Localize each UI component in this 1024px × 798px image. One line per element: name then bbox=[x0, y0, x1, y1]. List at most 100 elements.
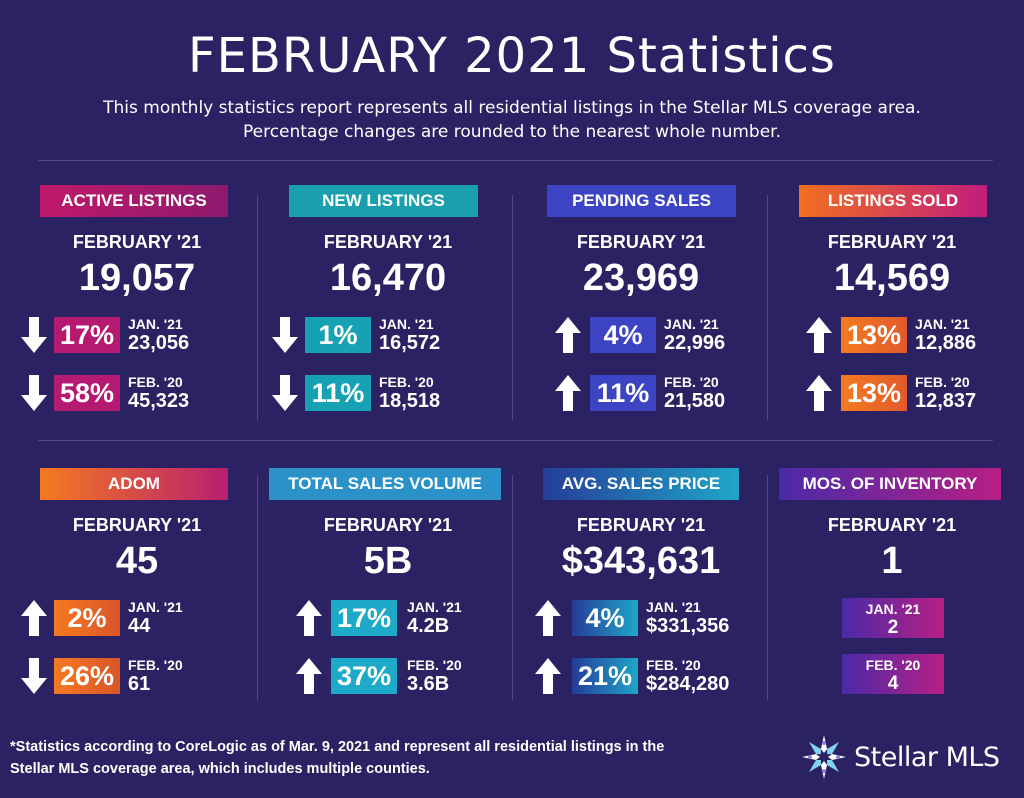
compare-period: FEB. '20 bbox=[915, 374, 970, 390]
main-value: 16,470 bbox=[329, 257, 447, 299]
main-value: 45 bbox=[115, 540, 159, 582]
card-listings-sold: LISTINGS SOLD FEBRUARY '21 14,569 13% JA… bbox=[767, 185, 1017, 435]
card-label: ADOM bbox=[40, 468, 228, 500]
divider-v6 bbox=[767, 475, 768, 700]
pct-badge: 21% bbox=[572, 658, 638, 694]
arrow-down-icon bbox=[21, 317, 47, 353]
comparison-row-feb: 11% FEB. '20 18,518 bbox=[263, 373, 513, 413]
card-label: NEW LISTINGS bbox=[289, 185, 478, 217]
main-value: 19,057 bbox=[78, 257, 196, 299]
arrow-down-icon bbox=[21, 658, 47, 694]
compare-value: 4.2B bbox=[407, 615, 450, 637]
compare-period: JAN. '21 bbox=[646, 599, 701, 615]
arrow-down-icon bbox=[21, 375, 47, 411]
compare-period: FEB. '20 bbox=[865, 657, 921, 673]
divider-v4 bbox=[257, 475, 258, 700]
card-adom: ADOM FEBRUARY '21 45 2% JAN. '21 44 26% … bbox=[12, 468, 262, 718]
divider-middle bbox=[38, 440, 993, 441]
logo-text: Stellar MLS bbox=[854, 742, 1000, 773]
comparison-row-feb: 13% FEB. '20 12,837 bbox=[767, 373, 1017, 413]
pct-badge: 17% bbox=[331, 600, 397, 636]
comparison-row-jan: 1% JAN. '21 16,572 bbox=[263, 315, 513, 355]
comparison-row-feb: 21% FEB. '20 $284,280 bbox=[516, 656, 766, 696]
arrow-up-icon bbox=[806, 375, 832, 411]
compare-period: FEB. '20 bbox=[379, 374, 434, 390]
main-value: 23,969 bbox=[582, 257, 700, 299]
comparison-row-jan: 4% JAN. '21 22,996 bbox=[516, 315, 766, 355]
compare-period: JAN. '21 bbox=[915, 316, 970, 332]
period-label: FEBRUARY '21 bbox=[576, 515, 706, 535]
pct-badge: 2% bbox=[54, 600, 120, 636]
compare-period: FEB. '20 bbox=[646, 657, 701, 673]
card-months-of-inventory: MOS. OF INVENTORY FEBRUARY '21 1 JAN. '2… bbox=[767, 468, 1017, 718]
pct-badge: 58% bbox=[54, 375, 120, 411]
comparison-row-feb: 26% FEB. '20 61 bbox=[12, 656, 262, 696]
pct-badge: 17% bbox=[54, 317, 120, 353]
pct-badge: 4% bbox=[572, 600, 638, 636]
card-total-sales-volume: TOTAL SALES VOLUME FEBRUARY '21 5B 17% J… bbox=[263, 468, 513, 718]
subtitle-line-1: This monthly statistics report represent… bbox=[103, 98, 921, 118]
divider-top bbox=[38, 160, 993, 161]
comparison-row-feb: 37% FEB. '20 3.6B bbox=[263, 656, 513, 696]
card-pending-sales: PENDING SALES FEBRUARY '21 23,969 4% JAN… bbox=[516, 185, 766, 435]
pct-badge: 37% bbox=[331, 658, 397, 694]
comparison-row-feb: 58% FEB. '20 45,323 bbox=[12, 373, 262, 413]
compare-value: 22,996 bbox=[664, 332, 726, 354]
pct-badge: 11% bbox=[590, 375, 656, 411]
compare-value: 18,518 bbox=[379, 390, 441, 412]
comparison-row-jan: 17% JAN. '21 4.2B bbox=[263, 598, 513, 638]
card-active-listings: ACTIVE LISTINGS FEBRUARY '21 19,057 17% … bbox=[12, 185, 262, 435]
subtitle-line-2: Percentage changes are rounded to the ne… bbox=[242, 122, 782, 142]
stellar-mls-logo: Stellar MLS bbox=[798, 732, 1000, 782]
compare-value: 2 bbox=[887, 617, 899, 638]
comparison-row-feb: 11% FEB. '20 21,580 bbox=[516, 373, 766, 413]
comparison-row-jan: 17% JAN. '21 23,056 bbox=[12, 315, 262, 355]
arrow-up-icon bbox=[535, 658, 561, 694]
comparison-row-jan: 2% JAN. '21 44 bbox=[12, 598, 262, 638]
arrow-up-icon bbox=[555, 375, 581, 411]
compare-period: JAN. '21 bbox=[128, 599, 183, 615]
compare-period: FEB. '20 bbox=[128, 657, 183, 673]
page-subtitle: This monthly statistics report represent… bbox=[0, 96, 1024, 144]
card-new-listings: NEW LISTINGS FEBRUARY '21 16,470 1% JAN.… bbox=[263, 185, 513, 435]
pct-badge: 13% bbox=[841, 317, 907, 353]
compare-value: 45,323 bbox=[128, 390, 190, 412]
comparison-row-jan: 4% JAN. '21 $331,356 bbox=[516, 598, 766, 638]
divider-v2 bbox=[512, 195, 513, 420]
card-label: TOTAL SALES VOLUME bbox=[269, 468, 501, 500]
footnote-line-2: Stellar MLS coverage area, which include… bbox=[10, 761, 430, 777]
period-label: FEBRUARY '21 bbox=[576, 232, 706, 252]
main-value: 14,569 bbox=[833, 257, 951, 299]
main-value: 1 bbox=[881, 540, 903, 582]
compare-value: $284,280 bbox=[646, 673, 730, 695]
compare-period: JAN. '21 bbox=[128, 316, 183, 332]
compare-period: JAN. '21 bbox=[407, 599, 462, 615]
compare-value: 16,572 bbox=[379, 332, 441, 354]
period-label: FEBRUARY '21 bbox=[827, 232, 957, 252]
star-burst-icon bbox=[802, 735, 846, 779]
arrow-down-icon bbox=[272, 317, 298, 353]
period-label: FEBRUARY '21 bbox=[827, 515, 957, 535]
page-title: FEBRUARY 2021 Statistics bbox=[188, 28, 836, 84]
compare-value: $331,356 bbox=[646, 615, 730, 637]
divider-v1 bbox=[257, 195, 258, 420]
comparison-row-jan: 13% JAN. '21 12,886 bbox=[767, 315, 1017, 355]
card-label: ACTIVE LISTINGS bbox=[40, 185, 228, 217]
pct-badge: 26% bbox=[54, 658, 120, 694]
inventory-box-feb: FEB. '20 4 bbox=[842, 654, 944, 694]
compare-value: 4 bbox=[887, 673, 899, 694]
arrow-down-icon bbox=[272, 375, 298, 411]
compare-period: FEB. '20 bbox=[128, 374, 183, 390]
footnote-line-1: *Statistics according to CoreLogic as of… bbox=[10, 739, 665, 755]
compare-value: 12,886 bbox=[915, 332, 977, 354]
inventory-box-jan: JAN. '21 2 bbox=[842, 598, 944, 638]
main-value: $343,631 bbox=[561, 540, 721, 582]
main-value: 5B bbox=[363, 540, 413, 582]
divider-v5 bbox=[512, 475, 513, 700]
period-label: FEBRUARY '21 bbox=[323, 232, 453, 252]
arrow-up-icon bbox=[296, 600, 322, 636]
card-label: MOS. OF INVENTORY bbox=[779, 468, 1001, 500]
arrow-up-icon bbox=[806, 317, 832, 353]
card-label: AVG. SALES PRICE bbox=[543, 468, 739, 500]
arrow-up-icon bbox=[555, 317, 581, 353]
